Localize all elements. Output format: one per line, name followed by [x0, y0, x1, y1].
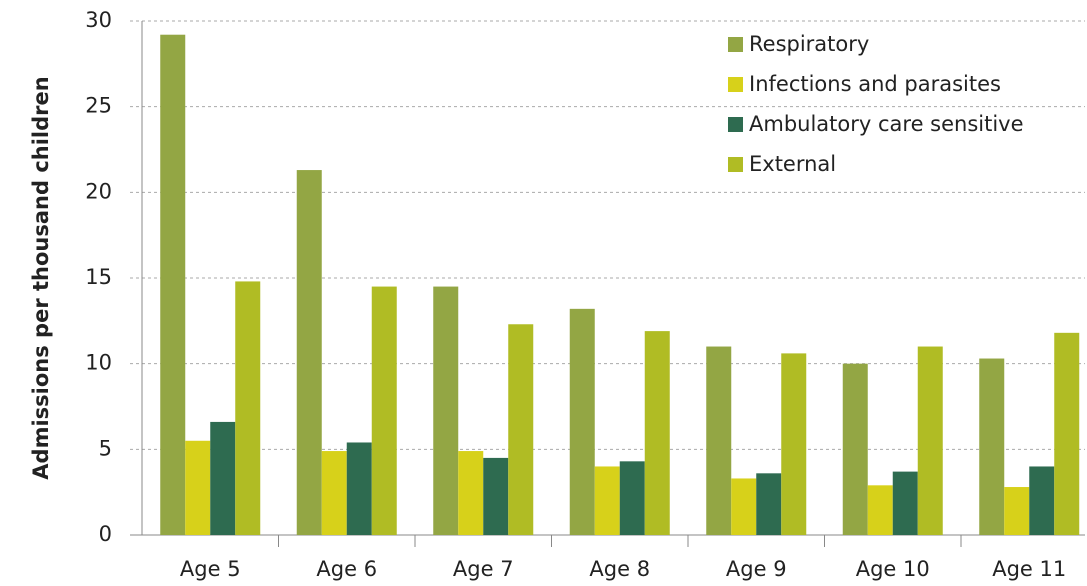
bar — [458, 451, 484, 535]
y-tick-label: 10 — [85, 351, 112, 375]
y-tick-label: 30 — [85, 8, 112, 32]
y-tick-label: 0 — [99, 522, 112, 546]
bar — [706, 346, 732, 535]
bar — [756, 473, 782, 535]
y-axis-label: Admissions per thousand children — [29, 76, 53, 479]
y-tick-label: 15 — [85, 265, 112, 289]
legend-swatch — [728, 37, 743, 52]
bar — [619, 461, 645, 535]
x-tick-label: Age 9 — [726, 557, 787, 581]
bar — [235, 281, 261, 535]
bar — [321, 451, 347, 535]
legend-label: Infections and parasites — [749, 72, 1001, 96]
legend-swatch — [728, 117, 743, 132]
bar — [483, 457, 509, 535]
x-tick-label: Age 5 — [180, 557, 241, 581]
bar — [731, 478, 757, 535]
y-tick-label: 5 — [99, 436, 112, 460]
bar — [917, 346, 943, 535]
x-tick-label: Age 6 — [316, 557, 377, 581]
bar — [433, 286, 459, 535]
legend-label: Respiratory — [749, 32, 869, 56]
bar — [210, 421, 236, 535]
y-tick-label: 25 — [85, 94, 112, 118]
legend-label: External — [749, 152, 836, 176]
bar — [346, 442, 372, 535]
bar — [842, 363, 868, 535]
bar — [508, 324, 534, 535]
bar — [644, 331, 670, 535]
legend-swatch — [728, 77, 743, 92]
bar — [867, 485, 893, 535]
x-tick-label: Age 10 — [856, 557, 930, 581]
bar — [160, 34, 186, 535]
bar — [185, 440, 211, 535]
bar — [892, 471, 918, 535]
x-tick-label: Age 8 — [589, 557, 650, 581]
bar — [296, 170, 322, 535]
bar — [781, 353, 807, 535]
y-tick-label: 20 — [85, 179, 112, 203]
legend-swatch — [728, 157, 743, 172]
bar — [569, 308, 595, 535]
x-tick-label: Age 11 — [992, 557, 1066, 581]
bar — [979, 358, 1005, 535]
legend-label: Ambulatory care sensitive — [749, 112, 1024, 136]
bar — [371, 286, 397, 535]
bar — [1004, 487, 1030, 535]
bar — [1054, 332, 1080, 535]
x-tick-label: Age 7 — [453, 557, 514, 581]
bar — [1029, 466, 1055, 535]
bar — [594, 466, 620, 535]
